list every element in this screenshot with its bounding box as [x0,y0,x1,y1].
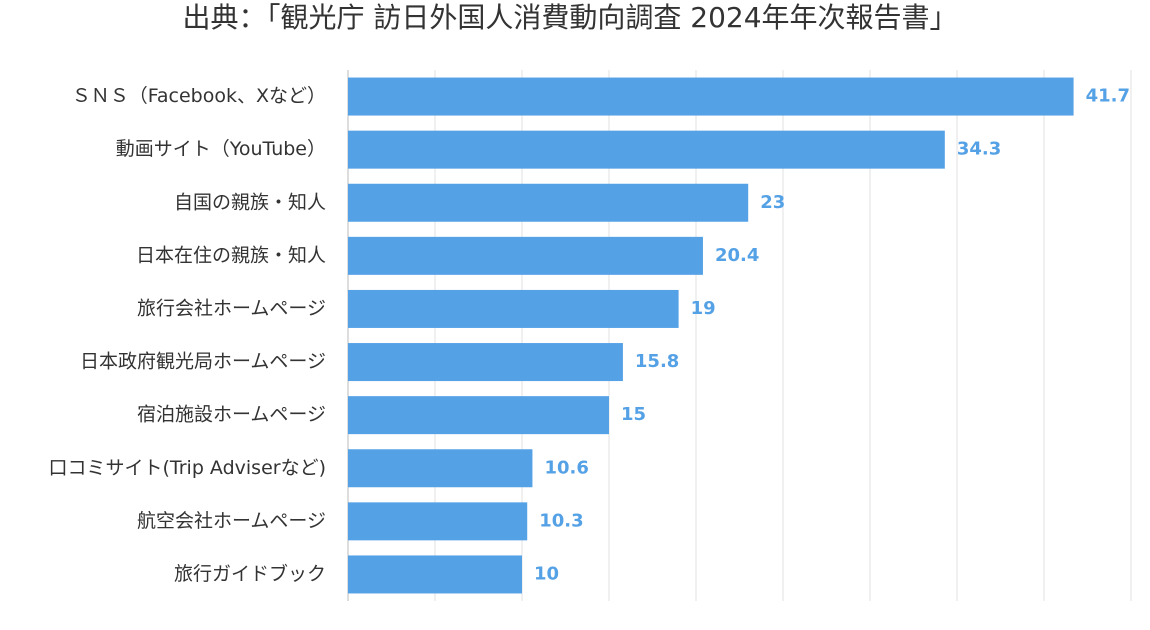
value-label: 19 [691,298,716,319]
value-label: 20.4 [715,245,759,266]
y-tick-label: 動画サイト（YouTube） [116,138,326,160]
y-tick-label: 日本在住の親族・知人 [136,244,326,266]
y-tick-label: 自国の親族・知人 [174,191,326,213]
value-label: 34.3 [957,139,1001,160]
y-tick-label: 宿泊施設ホームページ [137,404,326,426]
bar [348,449,533,488]
chart-title: 出典：「観光庁 訪日外国人消費動向調査 2024年年次報告書」 [182,1,957,34]
bar [348,555,522,594]
y-tick-label: 日本政府観光局ホームページ [80,351,326,373]
bar [348,130,945,169]
y-tick-label: ＳＮＳ（Facebook、Xなど） [72,85,326,107]
bar [348,396,609,435]
bar [348,77,1074,116]
value-label: 10 [534,563,559,584]
value-label: 41.7 [1086,86,1130,107]
bar [348,183,749,222]
value-label: 10.3 [539,510,583,531]
y-tick-label: 旅行ガイドブック [174,562,326,585]
bar [348,289,679,328]
y-tick-label: 航空会社ホームページ [137,510,326,532]
bar [348,236,703,275]
value-label: 10.6 [544,457,588,478]
y-tick-label: 旅行会社ホームページ [137,297,326,319]
value-label: 15 [621,404,646,425]
value-label: 15.8 [635,351,679,372]
bar [348,343,623,382]
value-label: 23 [760,192,785,213]
y-tick-label: 口コミサイト(Trip Adviserなど) [49,457,326,479]
bar [348,502,528,541]
